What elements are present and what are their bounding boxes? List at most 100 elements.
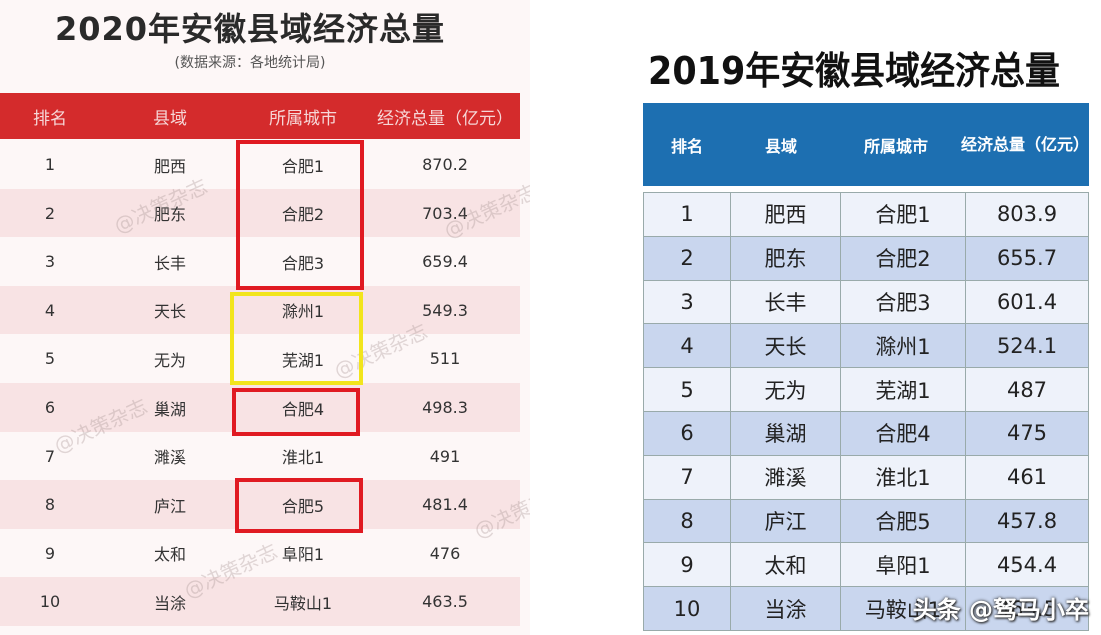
cell-rank: 6 (44, 398, 56, 417)
cell-county: 太和 (731, 543, 841, 587)
cell-county: 长丰 (153, 253, 186, 273)
cell-city: 合肥2 (841, 236, 966, 280)
table-row: 3 长丰 合肥3 659.4 (0, 237, 520, 287)
cell-rank: 1 (643, 193, 731, 236)
cell-gdp: 870.2 (422, 155, 468, 174)
header-county: 县域 (764, 136, 797, 156)
cell-county: 长丰 (731, 280, 841, 324)
cell-gdp: 475 (966, 411, 1089, 455)
cell-rank: 1 (44, 155, 56, 174)
cell-rank: 3 (44, 252, 56, 272)
cell-county: 肥西 (731, 193, 841, 236)
page-title: 2019年安徽县域经济总量 (648, 49, 1060, 93)
cell-gdp: 487 (966, 368, 1089, 411)
cell-city: 合肥5 (841, 499, 966, 543)
cell-gdp: 481.4 (422, 495, 468, 515)
table-row: 2 肥东 合肥2 703.4 (0, 188, 520, 238)
cell-rank: 5 (643, 368, 731, 411)
cell-rank: 2 (44, 203, 56, 223)
cell-city: 合肥3 (841, 280, 966, 324)
cell-county: 当涂 (731, 587, 841, 630)
highlight-box-hefei-5 (235, 478, 363, 533)
cell-rank: 3 (643, 280, 731, 324)
cell-county: 天长 (731, 324, 841, 368)
cell-gdp: 703.4 (422, 203, 468, 223)
cell-rank: 10 (643, 587, 731, 630)
cell-city: 阜阳1 (841, 543, 966, 587)
cell-county: 巢湖 (153, 399, 186, 419)
cell-gdp: 549.3 (422, 300, 468, 320)
table-row: 9 太和 阜阳1 476 (0, 528, 520, 578)
cell-city: 合肥2 (281, 205, 325, 225)
cell-county: 濉溪 (731, 455, 841, 499)
cell-rank: 8 (643, 499, 731, 543)
cell-rank: 9 (643, 543, 731, 587)
cell-rank: 7 (643, 455, 731, 499)
highlight-box-hefei-4 (232, 388, 360, 436)
cell-city: 合肥5 (281, 496, 325, 516)
data-source-note: (数据来源：各地统计局) (174, 55, 326, 71)
header-gdp-line1: 经济总量 (961, 134, 1026, 154)
table-row: 7 濉溪 淮北1 491 (0, 431, 520, 481)
header-county: 县域 (153, 108, 187, 129)
table-row: 10 当涂 马鞍山1 463.5 (0, 577, 520, 627)
cell-city: 马鞍山1 (841, 587, 966, 630)
table-body: 1 肥西 合肥1 803.9 2 肥东 合肥2 655.7 3 长丰 合肥3 601.4 4 天长 滁州1 5… (643, 192, 1089, 631)
cell-gdp: 476 (429, 543, 461, 563)
table-row: 7 濉溪 淮北1 461 (643, 455, 1089, 500)
cell-county: 濉溪 (153, 448, 186, 468)
table-row: 1 肥西 合肥1 870.2 (0, 140, 520, 189)
table-row: 5 无为 芜湖1 511 (0, 334, 520, 384)
header-gdp-unit: （亿元） (1025, 134, 1090, 154)
table-header: 排名 县域 所属城市 经济总量 （亿元） (643, 103, 1089, 186)
cell-city: 合肥3 (281, 253, 325, 273)
cell-rank: 7 (44, 446, 56, 466)
cell-city: 合肥4 (281, 399, 325, 419)
cell-gdp: 511 (429, 349, 461, 369)
table-row: 4 天长 滁州1 524.1 (643, 324, 1089, 369)
cell-city: 合肥4 (841, 411, 966, 455)
cell-county: 肥东 (153, 205, 186, 225)
author-credit: 头条 @驽马小卒 (912, 596, 1089, 624)
cell-gdp: 498.3 (422, 398, 468, 417)
header-city: 所属城市 (269, 108, 337, 129)
cell-gdp: 659.4 (422, 252, 468, 272)
header-gdp: 经济总量 （亿元） (961, 103, 1089, 186)
cell-county: 当涂 (153, 593, 186, 613)
highlight-box-other (230, 292, 363, 385)
table-2020-panel: 2020年安徽县域经济总量 (数据来源：各地统计局) 排名 县域 所属城市 经济… (0, 0, 530, 635)
cell-rank: 5 (44, 349, 56, 369)
cell-rank: 4 (44, 300, 56, 320)
table-row: 5 无为 芜湖1 487 (643, 368, 1089, 412)
cell-gdp: 491 (429, 446, 461, 466)
header-city: 所属城市 (863, 136, 928, 156)
cell-rank: 4 (643, 324, 731, 368)
table-2019-panel: 2019年安徽县域经济总量 排名 县域 所属城市 经济总量 （亿元） 1 肥西 合肥… (640, 0, 1101, 635)
cell-gdp: 655.7 (966, 236, 1089, 280)
cell-city: 合肥1 (841, 193, 966, 236)
cell-city: 芜湖1 (281, 350, 325, 370)
header-rank: 排名 (670, 136, 703, 156)
cell-rank: 9 (44, 543, 56, 563)
cell-county: 巢湖 (731, 411, 841, 455)
cell-city: 滁州1 (841, 324, 966, 368)
cell-city: 滁州1 (281, 302, 325, 322)
cell-county: 庐江 (153, 496, 186, 516)
cell-county: 天长 (153, 302, 186, 322)
cell-county: 无为 (731, 368, 841, 411)
cell-city: 淮北1 (841, 455, 966, 499)
table-row: 8 庐江 合肥5 457.8 (643, 499, 1089, 544)
cell-county: 无为 (153, 350, 186, 370)
cell-rank: 10 (39, 592, 61, 612)
highlight-box-hefei-1-3 (236, 140, 364, 290)
table-row: 9 太和 阜阳1 454.4 (643, 543, 1089, 588)
table-row: 3 长丰 合肥3 601.4 (643, 280, 1089, 325)
cell-gdp: 461 (966, 455, 1089, 499)
cell-gdp: 454.4 (966, 543, 1089, 587)
table-row: 6 巢湖 合肥4 475 (643, 411, 1089, 456)
header-rank: 排名 (33, 108, 67, 129)
cell-gdp: 601.4 (966, 280, 1089, 324)
cell-city: 芜湖1 (841, 368, 966, 411)
cell-city: 合肥1 (281, 156, 325, 176)
cell-rank: 6 (643, 411, 731, 455)
